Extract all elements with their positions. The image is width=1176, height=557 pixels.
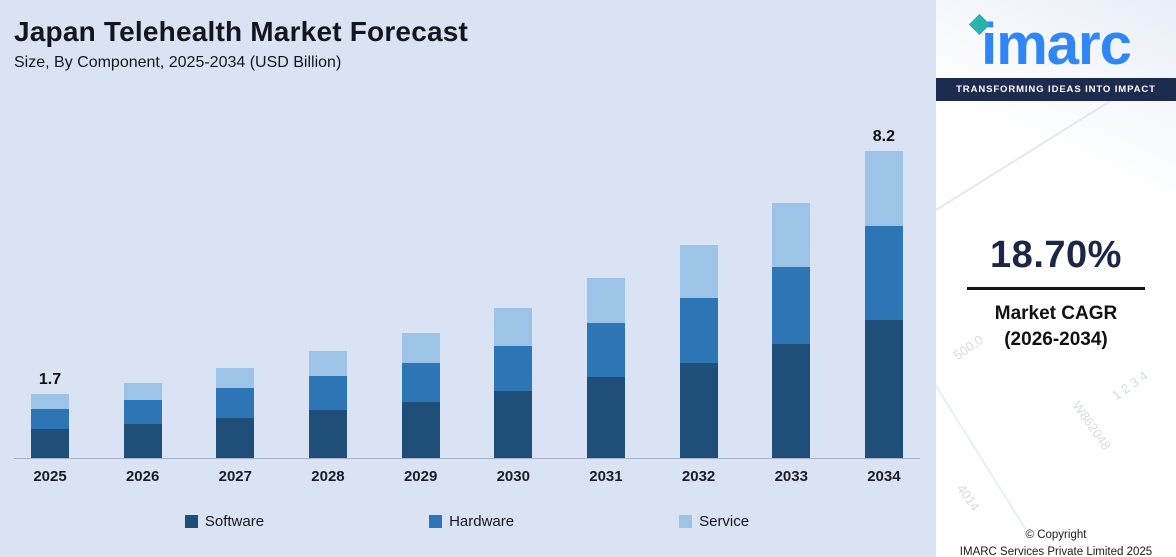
x-label-2033: 2033 (774, 468, 808, 485)
bar-segment-hardware-2028 (308, 375, 347, 411)
bar-segment-software-2033 (772, 343, 811, 458)
x-label-2029: 2029 (403, 468, 438, 485)
bar-stack-2027 (216, 368, 255, 458)
cagr-underline (967, 287, 1145, 290)
bar-segment-service-2032 (679, 244, 718, 299)
logo-wordmark: imarc (981, 12, 1132, 77)
bar-segment-service-2033 (772, 203, 811, 268)
chart-title: Japan Telehealth Market Forecast (14, 16, 469, 47)
legend-label-service: Service (699, 513, 750, 530)
cagr-label: Market CAGR (994, 303, 1118, 324)
chart-legend: Software Hardware Service (14, 513, 920, 530)
copyright-line2: IMARC Services Private Limited 2025 (959, 545, 1153, 557)
imarc-logo: imarc (936, 12, 1176, 78)
bar-2030 (477, 284, 549, 458)
x-label-2031: 2031 (589, 468, 623, 485)
bar-segment-service-2030 (494, 308, 533, 346)
bar-stack-2026 (123, 383, 162, 458)
brand-sidebar: 500.0 1 2 3 4 W862048 4014 imarc TRANSFORMI… (936, 0, 1176, 557)
legend-item-service: Service (679, 513, 749, 530)
bar-segment-hardware-2032 (679, 298, 718, 363)
bar-stack-2031 (586, 278, 625, 458)
x-label-2032: 2032 (681, 468, 716, 485)
bar-segment-software-2032 (679, 362, 718, 458)
x-label-2030: 2030 (496, 468, 530, 485)
bar-2033 (755, 179, 827, 458)
bar-stack-2032 (679, 244, 718, 458)
x-axis: 2025 2026 2027 2028 2029 2030 2031 2032 2033 2034 (14, 458, 920, 485)
bar-segment-software-2030 (494, 390, 533, 458)
bar-segment-service-2028 (308, 351, 347, 376)
x-label-2027: 2027 (218, 468, 252, 485)
stacked-bar-plot: 1.7 8.2 (14, 88, 920, 458)
legend-swatch-software (184, 515, 198, 528)
bar-segment-software-2029 (401, 401, 440, 458)
bar-segment-software-2025 (31, 429, 69, 458)
bar-2032 (663, 221, 735, 458)
bar-segment-service-2025 (31, 394, 69, 409)
x-label-2026: 2026 (125, 468, 160, 485)
cagr-value: 18.70% (990, 234, 1122, 276)
bar-segment-software-2028 (308, 410, 347, 458)
chart-subtitle: Size, By Component, 2025-2034 (USD Billi… (14, 54, 342, 71)
bar-2028 (292, 327, 364, 458)
copyright-notice: © Copyright IMARC Services Private Limit… (936, 527, 1176, 557)
bar-stack-2034 (864, 151, 903, 458)
copyright-line1: © Copyright (1025, 528, 1087, 541)
bar-segment-hardware-2026 (123, 400, 162, 425)
bar-segment-software-2027 (216, 417, 255, 458)
bar-2034: 8.2 (848, 127, 920, 458)
cagr-block: 18.70% Market CAGR (2026-2034) (936, 234, 1176, 352)
bar-stack-2028 (308, 351, 347, 458)
legend-swatch-service (679, 515, 693, 528)
legend-item-hardware: Hardware (429, 513, 514, 530)
bar-segment-hardware-2034 (864, 225, 903, 320)
bar-stack-2025 (31, 394, 69, 458)
bar-segment-hardware-2029 (401, 362, 440, 402)
bar-segment-hardware-2027 (216, 388, 255, 418)
bar-stack-2029 (401, 332, 440, 458)
legend-item-software: Software (184, 513, 265, 530)
bar-segment-service-2027 (216, 368, 255, 389)
bar-2027 (199, 344, 271, 458)
bar-segment-hardware-2025 (31, 408, 69, 430)
bar-2031 (570, 254, 642, 458)
legend-label-software: Software (204, 513, 265, 530)
bar-segment-service-2031 (586, 278, 625, 324)
x-label-2034: 2034 (867, 468, 901, 485)
bar-value-label-2025: 1.7 (38, 371, 62, 389)
legend-swatch-hardware (429, 515, 443, 528)
bar-segment-service-2034 (864, 151, 903, 226)
bar-segment-software-2031 (586, 377, 625, 458)
bar-2029 (385, 309, 457, 458)
bar-segment-service-2026 (123, 383, 162, 401)
brand-tagline: TRANSFORMING IDEAS INTO IMPACT (936, 78, 1176, 101)
bar-segment-software-2026 (123, 424, 162, 458)
bar-value-label-2034: 8.2 (872, 128, 896, 146)
bar-stack-2033 (772, 203, 811, 458)
bar-2026 (107, 359, 179, 458)
bar-segment-hardware-2031 (586, 323, 625, 378)
cagr-years: (2026-2034) (1004, 329, 1108, 350)
sidebar-content: imarc TRANSFORMING IDEAS INTO IMPACT 18.… (936, 12, 1176, 557)
legend-label-hardware: Hardware (449, 513, 515, 530)
bar-2025: 1.7 (14, 370, 86, 458)
x-label-2025: 2025 (33, 468, 67, 485)
bar-stack-2030 (494, 308, 533, 458)
bar-segment-hardware-2030 (494, 345, 533, 391)
x-label-2028: 2028 (311, 468, 345, 485)
bar-segment-service-2029 (401, 332, 440, 363)
bar-segment-hardware-2033 (772, 267, 811, 344)
bar-segment-software-2034 (864, 319, 903, 458)
chart-area: Japan Telehealth Market Forecast Size, B… (0, 0, 936, 557)
decorative-corner-shape (936, 0, 1176, 230)
